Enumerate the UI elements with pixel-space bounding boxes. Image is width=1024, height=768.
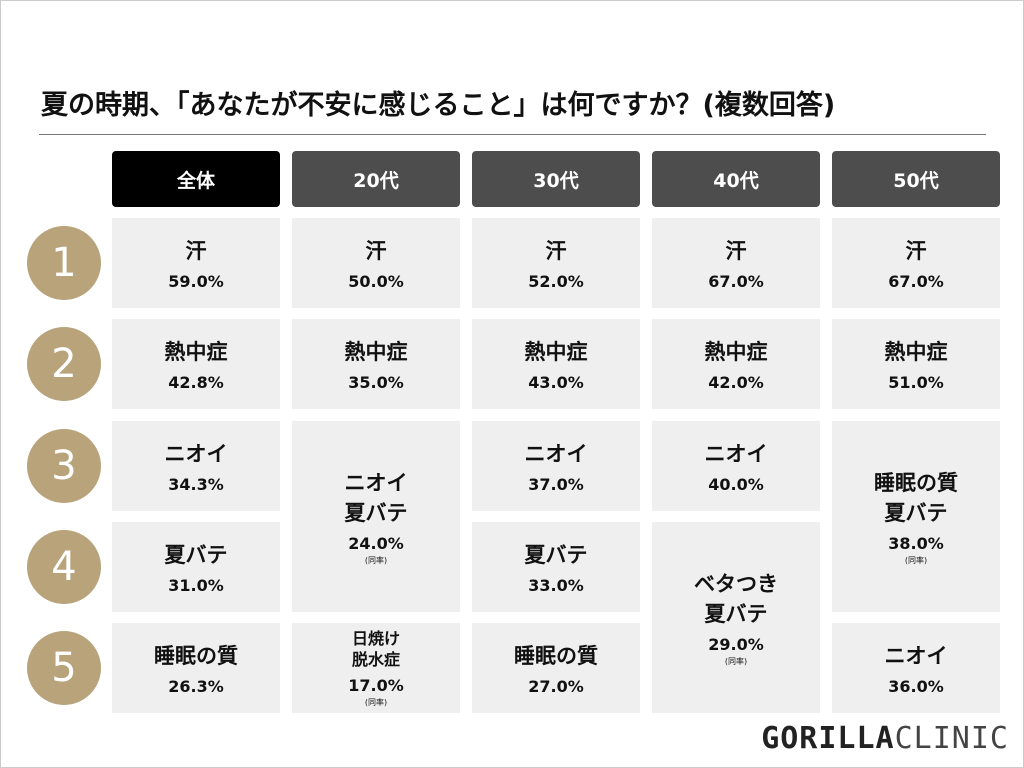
- answer-percent: 29.0%: [708, 634, 764, 654]
- answer-cell: 睡眠の質 27.0%: [472, 623, 640, 713]
- answer-cell: ニオイ 36.0%: [832, 623, 1000, 713]
- column-header: 40代: [652, 151, 820, 207]
- answer-cell: 日焼け脱水症 17.0% (同率): [292, 623, 460, 713]
- answer-cell: 熱中症 51.0%: [832, 319, 1000, 409]
- answer-percent: 37.0%: [528, 474, 584, 494]
- answer-label: 汗: [545, 238, 567, 263]
- answer-label: 汗: [185, 238, 207, 263]
- answer-percent: 36.0%: [888, 676, 944, 696]
- answer-percent: 33.0%: [528, 575, 584, 595]
- answer-label: ニオイ: [164, 441, 228, 466]
- logo-light: CLINIC: [894, 721, 1009, 756]
- tie-note: (同率): [724, 656, 748, 666]
- answer-percent: 59.0%: [168, 271, 224, 291]
- title: 夏の時期、「あなたが不安に感じること」は何ですか？(複数回答): [41, 90, 836, 121]
- logo: GORILLACLINIC: [761, 721, 1009, 756]
- answer-label: 熱中症: [344, 339, 408, 364]
- answer-label: 汗: [725, 238, 747, 263]
- answer-percent: 67.0%: [708, 271, 764, 291]
- answer-cell: 夏バテ 31.0%: [112, 522, 280, 612]
- answer-label: 汗: [365, 238, 387, 263]
- logo-bold: GORILLA: [761, 721, 895, 756]
- answer-cell: ニオイ 37.0%: [472, 421, 640, 511]
- answer-percent: 67.0%: [888, 271, 944, 291]
- answer-cell: 汗 59.0%: [112, 218, 280, 308]
- rank-badge: 3: [27, 429, 101, 503]
- rank-badge: 1: [27, 226, 101, 300]
- answer-label: ニオイ: [344, 470, 408, 495]
- answer-label: ニオイ: [524, 441, 588, 466]
- rank-badge: 4: [27, 530, 101, 604]
- tie-note: (同率): [364, 555, 388, 565]
- answer-cell: ニオイ 40.0%: [652, 421, 820, 511]
- column-header: 全体: [112, 151, 280, 207]
- column-header: 50代: [832, 151, 1000, 207]
- answer-percent: 17.0%: [348, 676, 404, 695]
- answer-label: 夏バテ: [524, 542, 588, 567]
- answer-percent: 50.0%: [348, 271, 404, 291]
- answer-percent: 24.0%: [348, 533, 404, 553]
- answer-label: 熱中症: [704, 339, 768, 364]
- answer-label: 脱水症: [351, 650, 400, 669]
- answer-percent: 35.0%: [348, 372, 404, 392]
- answer-percent: 34.3%: [168, 474, 224, 494]
- answer-percent: 26.3%: [168, 676, 224, 696]
- answer-percent: 52.0%: [528, 271, 584, 291]
- answer-label: 熱中症: [884, 339, 948, 364]
- answer-percent: 27.0%: [528, 676, 584, 696]
- answer-label: 睡眠の質: [514, 643, 598, 668]
- answer-label: 夏バテ: [704, 601, 768, 626]
- answer-cell: 睡眠の質夏バテ 38.0% (同率): [832, 421, 1000, 612]
- answer-label: ベタつき: [694, 571, 778, 596]
- column-header: 30代: [472, 151, 640, 207]
- answer-label: 睡眠の質: [154, 643, 238, 668]
- answer-label: 日焼け: [351, 629, 400, 648]
- answer-label: 夏バテ: [164, 542, 228, 567]
- answer-label: 夏バテ: [884, 500, 948, 525]
- answer-label: 熱中症: [524, 339, 588, 364]
- answer-percent: 42.8%: [168, 372, 224, 392]
- answer-percent: 51.0%: [888, 372, 944, 392]
- rank-badge: 2: [27, 327, 101, 401]
- answer-cell: ベタつき夏バテ 29.0% (同率): [652, 522, 820, 713]
- answer-cell: 汗 67.0%: [652, 218, 820, 308]
- answer-label: 熱中症: [164, 339, 228, 364]
- answer-cell: ニオイ夏バテ 24.0% (同率): [292, 421, 460, 612]
- answer-cell: 汗 67.0%: [832, 218, 1000, 308]
- answer-percent: 42.0%: [708, 372, 764, 392]
- answer-label: ニオイ: [884, 643, 948, 668]
- answer-percent: 43.0%: [528, 372, 584, 392]
- answer-cell: 熱中症 43.0%: [472, 319, 640, 409]
- answer-cell: ニオイ 34.3%: [112, 421, 280, 511]
- column-header: 20代: [292, 151, 460, 207]
- tie-note: (同率): [364, 698, 388, 707]
- answer-cell: 睡眠の質 26.3%: [112, 623, 280, 713]
- answer-cell: 熱中症 35.0%: [292, 319, 460, 409]
- answer-label: ニオイ: [704, 441, 768, 466]
- title-rule: [39, 134, 986, 135]
- answer-label: 汗: [905, 238, 927, 263]
- answer-cell: 熱中症 42.8%: [112, 319, 280, 409]
- answer-percent: 31.0%: [168, 575, 224, 595]
- answer-cell: 熱中症 42.0%: [652, 319, 820, 409]
- answer-percent: 40.0%: [708, 474, 764, 494]
- rank-badge: 5: [27, 631, 101, 705]
- answer-label: 睡眠の質: [874, 470, 958, 495]
- answer-label: 夏バテ: [344, 500, 408, 525]
- answer-cell: 夏バテ 33.0%: [472, 522, 640, 612]
- answer-cell: 汗 52.0%: [472, 218, 640, 308]
- answer-percent: 38.0%: [888, 533, 944, 553]
- tie-note: (同率): [904, 555, 928, 565]
- answer-cell: 汗 50.0%: [292, 218, 460, 308]
